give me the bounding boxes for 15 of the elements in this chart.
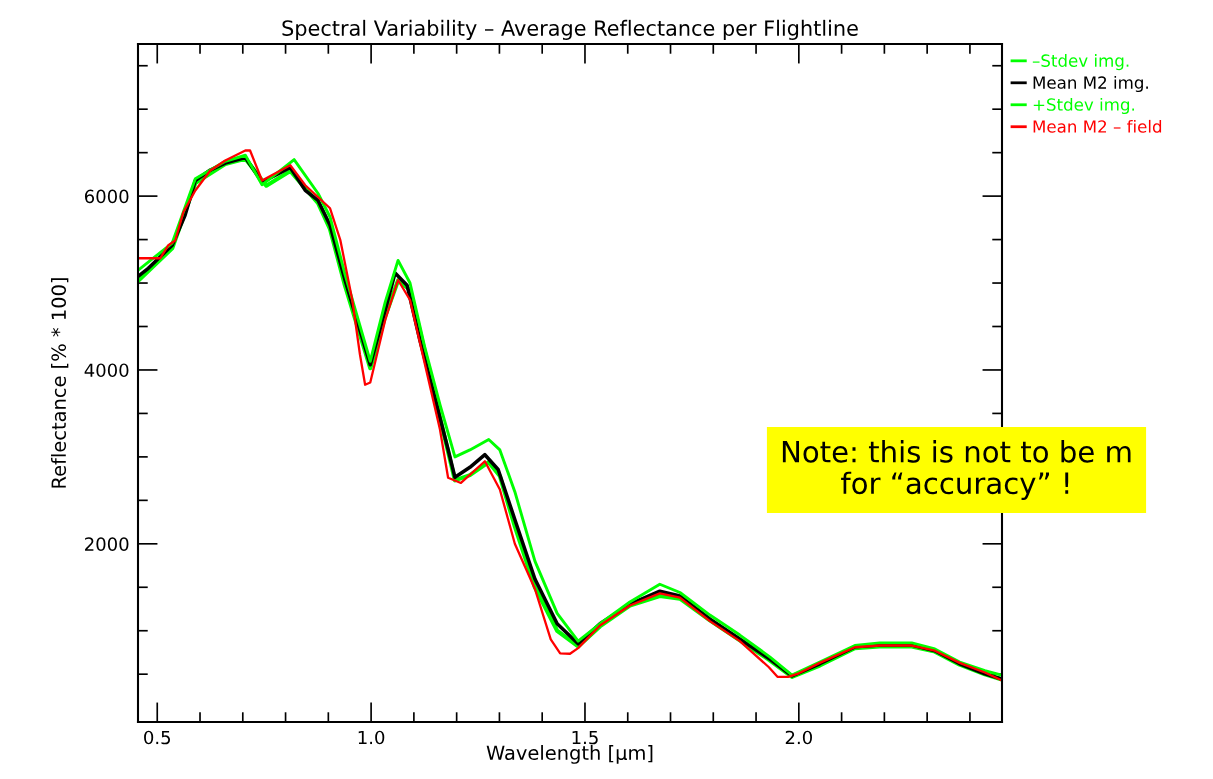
annotation: Note: this is not to be m for “accuracy” ! [782, 440, 1131, 500]
x-tick-label: 1.5 [572, 730, 598, 745]
legend-label: –Stdev img. [1032, 54, 1129, 71]
x-tick-label: 2.0 [785, 730, 812, 745]
x-axis-title: Wavelength [μm] [486, 745, 653, 764]
y-tick-label: 6000 [84, 189, 129, 204]
legend-label: Mean M2 – field [1033, 119, 1162, 133]
y-tick-label: 2000 [85, 537, 129, 551]
y-tick-label: 4000 [84, 363, 129, 378]
legend-label: +Stdev img. [1033, 97, 1135, 115]
x-tick-label: 1.0 [358, 730, 385, 745]
x-tick-label: 0.5 [144, 730, 171, 745]
y-axis-title: Reflectance [% * 100] [51, 278, 69, 488]
legend-label: Mean M2 img. [1033, 75, 1148, 93]
chart-title: Spectral Variability – Average Reflectance per Flightline [282, 19, 858, 40]
